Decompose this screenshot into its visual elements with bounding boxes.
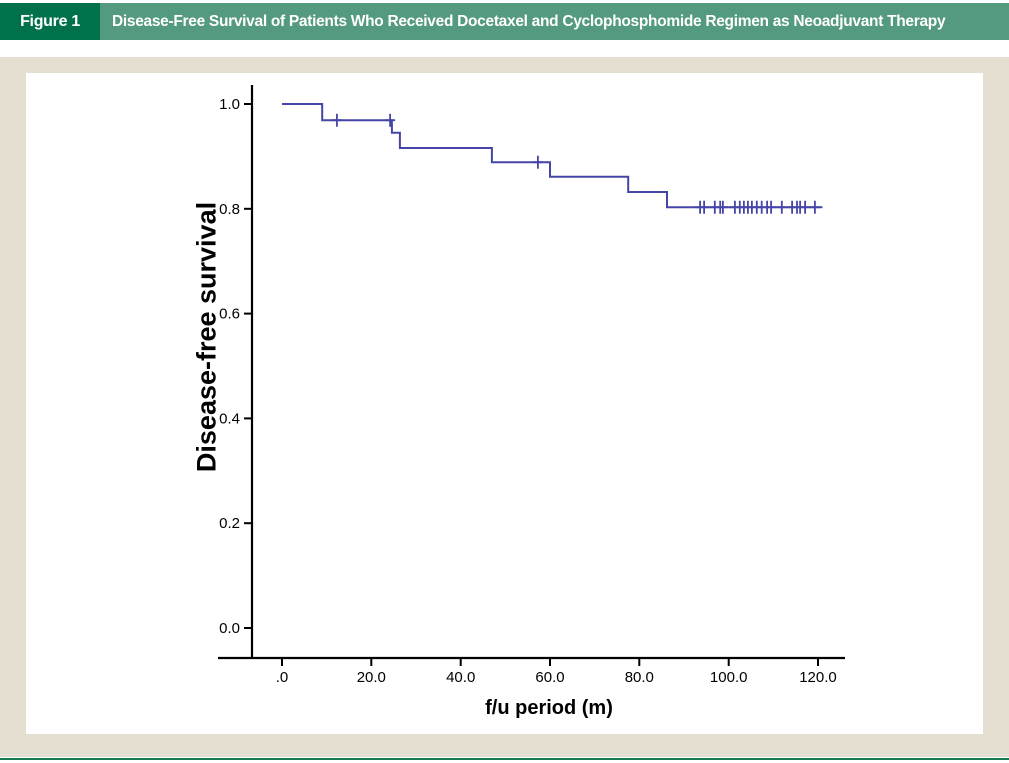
y-tick-label: 1.0 [219,96,240,113]
y-tick-label: 0.4 [219,410,240,427]
x-tick-label: 20.0 [357,669,386,686]
x-tick-label: .0 [276,669,289,686]
y-tick-label: 0.8 [219,201,240,218]
figure-number-badge: Figure 1 [0,3,100,40]
y-tick-label: 0.2 [219,515,240,532]
figure-title-text: Disease-Free Survival of Patients Who Re… [112,12,946,30]
x-tick-label: 60.0 [535,669,564,686]
censor-marks [331,113,820,214]
y-tick-label: 0.6 [219,306,240,323]
figure-header: Figure 1 Disease-Free Survival of Patien… [0,3,1009,40]
x-tick-label: 100.0 [710,669,748,686]
x-tick-label: 120.0 [799,669,837,686]
figure-title-bar: Disease-Free Survival of Patients Who Re… [100,3,1009,40]
x-axis-title: f/u period (m) [485,697,613,719]
x-tick-label: 80.0 [625,669,654,686]
x-tick-label: 40.0 [446,669,475,686]
figure-number-label: Figure 1 [20,12,80,30]
bottom-divider-rule [0,758,1009,760]
chart-plot-area [26,73,983,734]
y-axis-title: Disease-free survival [191,201,222,473]
survival-curve [282,103,823,209]
y-tick-label: 0.0 [219,620,240,637]
